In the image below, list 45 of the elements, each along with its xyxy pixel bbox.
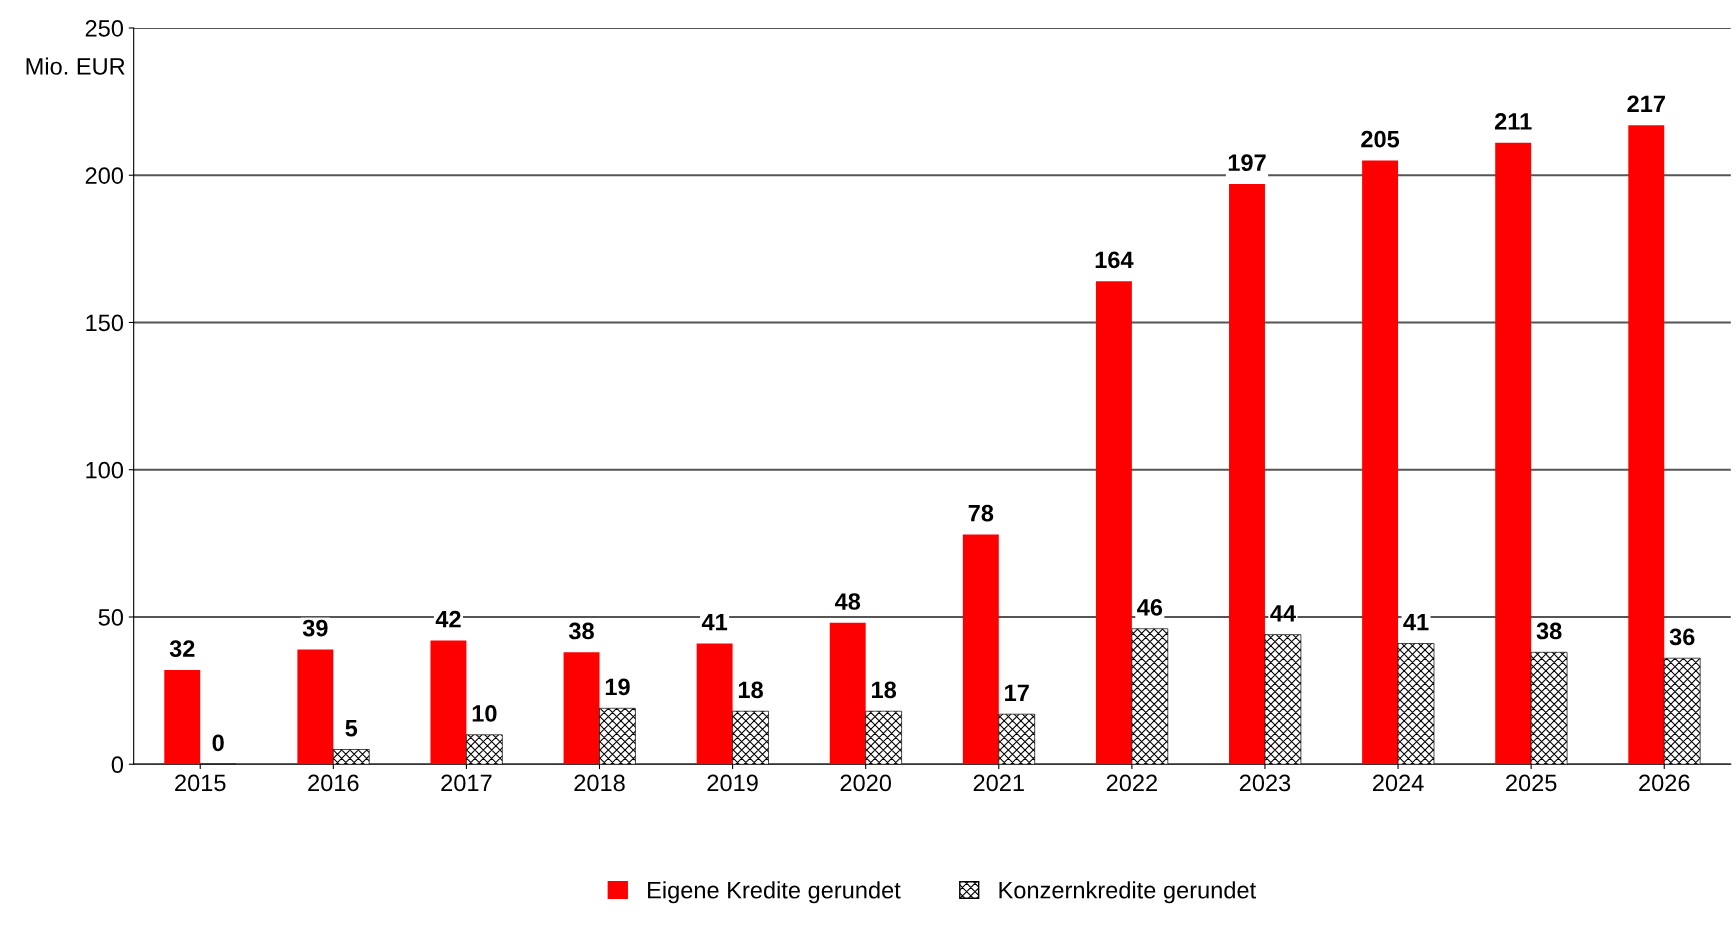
data-label: 205 [1361, 130, 1400, 148]
y-axis-title: Mio. EUR [26, 57, 125, 75]
data-label: 17 [1005, 684, 1029, 701]
data-label: 197 [1228, 154, 1266, 172]
data-label: 38 [1536, 622, 1562, 640]
data-label: 19 [605, 678, 630, 696]
data-label: 0 [212, 734, 224, 752]
data-label: 78 [968, 504, 994, 522]
x-tick-label: 2018 [574, 774, 625, 792]
data-label: 44 [1270, 605, 1296, 622]
x-tick-label: 2023 [1239, 774, 1291, 792]
data-label: 36 [1669, 628, 1695, 646]
x-tick-label: 2021 [973, 774, 1024, 792]
x-tick-label: 2020 [840, 774, 892, 792]
data-label: 32 [169, 640, 195, 658]
data-label: 46 [1137, 599, 1163, 616]
x-tick-label: 2017 [441, 774, 492, 792]
data-label: 41 [1403, 614, 1429, 631]
x-tick-label: 2022 [1106, 774, 1157, 792]
legend-label: Eigene Kredite gerundet [648, 881, 901, 904]
x-tick-label: 2016 [308, 774, 359, 792]
data-label: 48 [834, 593, 861, 610]
data-label: 10 [472, 705, 497, 722]
data-label: 18 [738, 681, 763, 699]
data-label: 38 [568, 622, 594, 640]
x-tick-label: 2019 [707, 774, 758, 792]
y-tick-label: 150 [86, 314, 124, 332]
y-tick-label: 200 [85, 167, 124, 184]
data-label: 164 [1095, 251, 1134, 269]
x-tick-label: 2025 [1506, 774, 1557, 792]
y-tick-label: 250 [85, 20, 124, 37]
data-label: 211 [1494, 113, 1532, 130]
data-label: 42 [435, 610, 461, 628]
y-tick-label: 0 [111, 756, 124, 774]
data-label: 39 [302, 619, 328, 637]
y-tick-label: 100 [86, 461, 124, 479]
data-label: 18 [872, 681, 897, 699]
legend-label: Konzernkredite gerundet [999, 881, 1256, 904]
y-tick-label: 50 [98, 609, 124, 626]
x-tick-label: 2024 [1372, 774, 1424, 792]
x-tick-label: 2026 [1639, 774, 1690, 792]
data-label: 5 [345, 720, 358, 737]
x-tick-label: 2015 [175, 774, 226, 792]
data-label: 41 [701, 614, 728, 631]
data-label: 217 [1627, 95, 1665, 112]
